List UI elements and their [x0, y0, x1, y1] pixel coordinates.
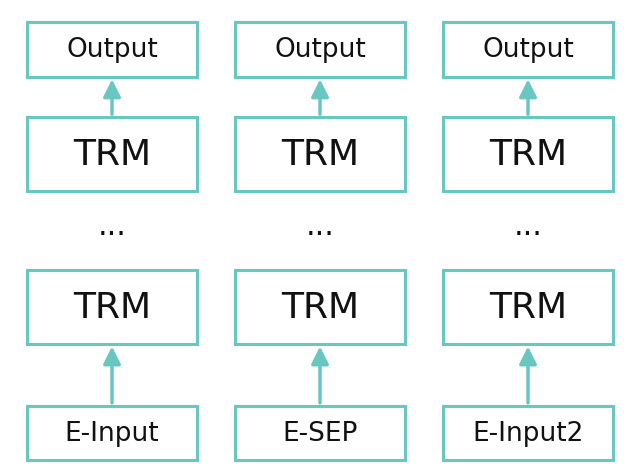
Text: TRM: TRM: [489, 138, 567, 172]
Text: TRM: TRM: [73, 290, 151, 324]
FancyBboxPatch shape: [236, 118, 405, 191]
FancyBboxPatch shape: [27, 22, 197, 78]
FancyBboxPatch shape: [443, 406, 613, 461]
Text: TRM: TRM: [281, 138, 359, 172]
Text: ...: ...: [305, 212, 335, 240]
FancyBboxPatch shape: [236, 270, 405, 344]
Text: E-Input: E-Input: [65, 420, 159, 446]
FancyBboxPatch shape: [27, 406, 197, 461]
Text: Output: Output: [482, 37, 574, 63]
FancyBboxPatch shape: [236, 406, 405, 461]
Text: Output: Output: [66, 37, 158, 63]
FancyBboxPatch shape: [443, 270, 613, 344]
Text: ...: ...: [513, 212, 543, 240]
Text: TRM: TRM: [73, 138, 151, 172]
Text: Output: Output: [274, 37, 366, 63]
Text: TRM: TRM: [489, 290, 567, 324]
FancyBboxPatch shape: [236, 22, 405, 78]
FancyBboxPatch shape: [27, 118, 197, 191]
Text: E-Input2: E-Input2: [472, 420, 584, 446]
Text: E-SEP: E-SEP: [282, 420, 358, 446]
FancyBboxPatch shape: [443, 118, 613, 191]
Text: TRM: TRM: [281, 290, 359, 324]
FancyBboxPatch shape: [27, 270, 197, 344]
Text: ...: ...: [97, 212, 127, 240]
FancyBboxPatch shape: [443, 22, 613, 78]
